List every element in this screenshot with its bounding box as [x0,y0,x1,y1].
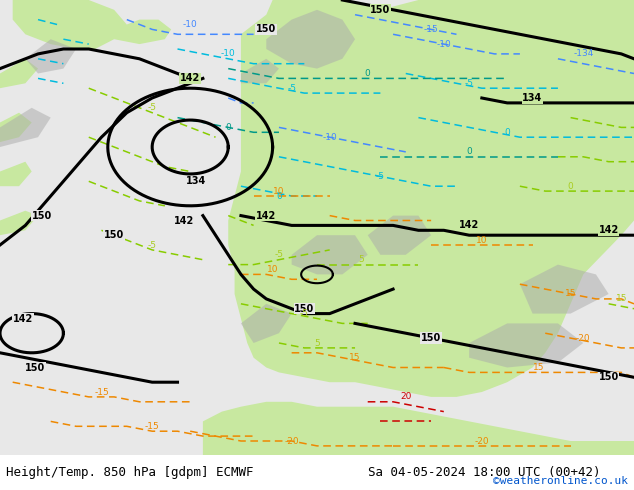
Polygon shape [368,216,431,255]
Text: 0: 0 [466,147,472,156]
Text: 150: 150 [294,304,314,314]
Polygon shape [0,211,38,235]
Text: 150: 150 [421,333,441,343]
Text: -5: -5 [376,172,385,181]
Text: 142: 142 [256,211,276,220]
Polygon shape [469,323,583,368]
Text: 5: 5 [314,339,320,347]
Text: -10: -10 [221,49,236,58]
Text: 5: 5 [358,255,365,264]
Text: -15: -15 [424,25,439,34]
Polygon shape [520,265,609,314]
Text: -20: -20 [284,437,299,445]
Text: 150: 150 [256,24,276,34]
Text: -10: -10 [322,133,337,142]
Polygon shape [0,162,32,186]
Text: -5: -5 [465,79,474,88]
Polygon shape [228,0,634,397]
Text: -134: -134 [573,49,593,58]
Text: Height/Temp. 850 hPa [gdpm] ECMWF: Height/Temp. 850 hPa [gdpm] ECMWF [6,466,254,479]
Polygon shape [266,10,355,69]
Text: -5: -5 [148,103,157,112]
Text: 150: 150 [104,230,124,240]
Text: 10: 10 [273,187,285,196]
Text: -5: -5 [148,241,157,249]
Text: 150: 150 [370,5,391,15]
Text: 10: 10 [267,265,278,274]
Text: 0: 0 [567,182,574,191]
Text: 134: 134 [522,93,543,103]
Polygon shape [241,304,292,343]
Text: 0: 0 [225,123,231,132]
Polygon shape [114,20,171,44]
Text: 15: 15 [349,353,361,362]
Bar [0,455,634,490]
Text: -5: -5 [300,309,309,318]
Text: 142: 142 [174,216,194,225]
Text: 150: 150 [598,372,619,382]
Polygon shape [203,402,634,461]
Polygon shape [241,59,279,83]
Text: 0: 0 [365,69,371,78]
Polygon shape [25,39,76,74]
Text: -5: -5 [275,250,283,259]
Text: 150: 150 [25,363,46,372]
Text: 150: 150 [32,211,52,220]
Text: 15: 15 [616,294,627,303]
Text: -10: -10 [183,20,198,29]
Text: Sa 04-05-2024 18:00 UTC (00+42): Sa 04-05-2024 18:00 UTC (00+42) [368,466,600,479]
Text: -20: -20 [474,437,489,445]
Text: 142: 142 [459,220,479,230]
Text: 15: 15 [533,363,545,372]
Polygon shape [0,113,32,142]
Polygon shape [13,0,127,49]
Text: 20: 20 [400,392,411,401]
Text: 0: 0 [504,128,510,137]
Text: ©weatheronline.co.uk: ©weatheronline.co.uk [493,476,628,486]
Text: 15: 15 [565,290,576,298]
Polygon shape [292,235,368,274]
Text: 0: 0 [276,192,282,200]
Text: 142: 142 [13,314,33,323]
Text: -10: -10 [436,40,451,49]
Polygon shape [0,59,38,88]
Polygon shape [0,108,51,147]
Text: -15: -15 [145,422,160,431]
Text: 142: 142 [598,225,619,235]
Text: -5: -5 [287,84,296,93]
Text: 142: 142 [180,74,200,83]
Text: -20: -20 [576,334,591,343]
Text: 10: 10 [476,236,488,245]
Text: -15: -15 [94,388,109,396]
Text: 134: 134 [186,176,207,186]
